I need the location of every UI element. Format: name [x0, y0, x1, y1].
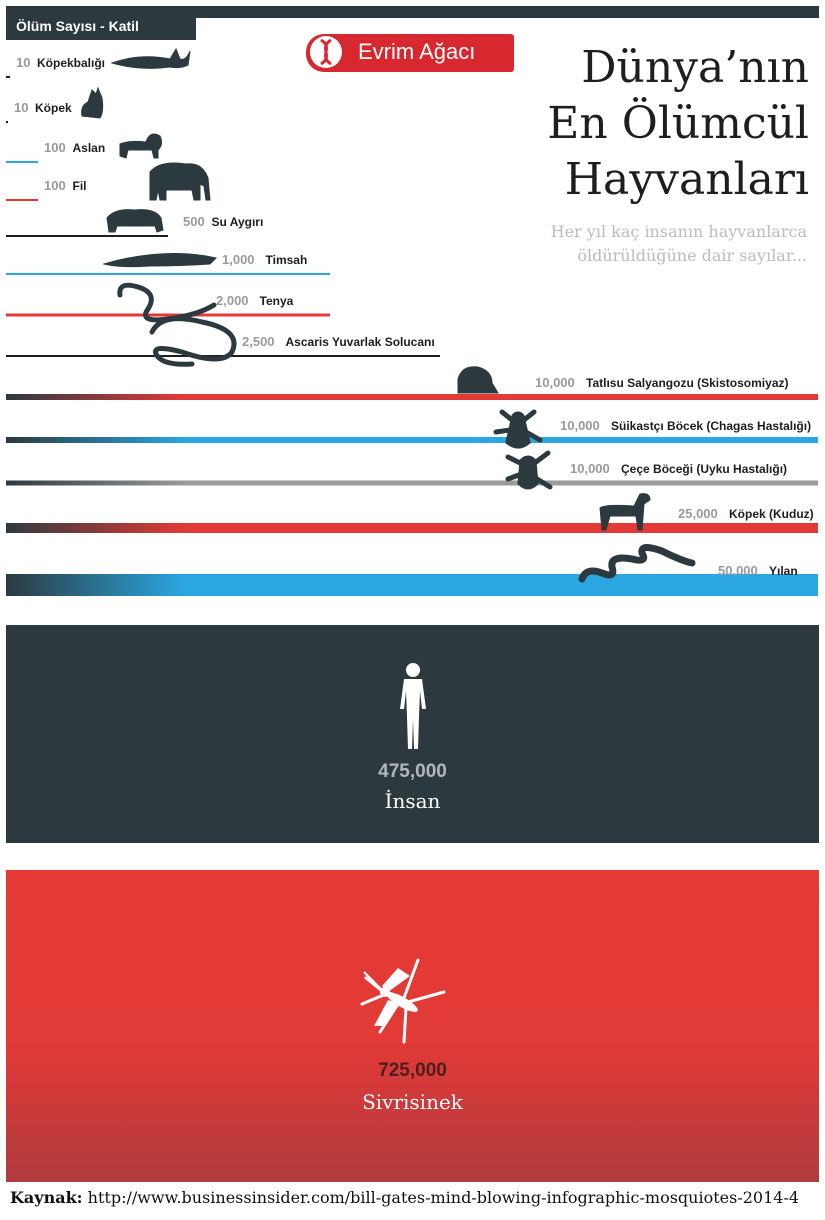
mosquito-value: 725,000 — [378, 1060, 447, 1081]
human-icon — [399, 663, 426, 749]
lion-icon — [119, 133, 163, 159]
bar-category-label: Aslan — [73, 141, 106, 155]
bar-11 — [6, 523, 818, 533]
page-title: Dünya’nın En Ölümcül Hayvanları — [547, 40, 809, 208]
bar-category-label: Köpekbalığı — [37, 56, 105, 70]
wolf-icon — [81, 86, 104, 119]
human-value: 475,000 — [378, 761, 447, 782]
bar-2 — [6, 161, 38, 163]
bar-value-label: 10,000 — [535, 375, 575, 390]
bar-value-label: 2,500 — [242, 334, 275, 349]
title-line: Dünya’nın — [581, 42, 809, 93]
human-panel: 475,000 İnsan — [6, 625, 819, 843]
title-line: En Ölümcül — [547, 98, 809, 149]
bar-category-label: Su Aygırı — [212, 215, 264, 229]
top-bar — [6, 6, 819, 18]
bar-category-label: Çeçe Böceği (Uyku Hastalığı) — [621, 462, 787, 476]
snail-icon — [457, 366, 499, 394]
bar-value-label: 1,000 — [222, 252, 255, 267]
bar-category-label: Köpek — [35, 101, 72, 115]
dna-logo-icon — [310, 36, 342, 68]
mosquito-panel: 725,000 Sivrisinek — [6, 870, 819, 1182]
bar-value-label: 2,000 — [216, 293, 249, 308]
bar-6 — [6, 313, 330, 317]
roundworm-icon — [149, 316, 237, 367]
shark-icon — [110, 47, 191, 69]
elephant-icon — [149, 162, 211, 201]
bar-category-label: Tenya — [260, 294, 294, 308]
title-line: Hayvanları — [564, 154, 809, 205]
assassin-bug-icon — [493, 409, 543, 449]
bar-value-label: 100 — [44, 140, 66, 155]
snake-icon — [578, 544, 696, 583]
bar-value-label: 10,000 — [560, 418, 600, 433]
logo-text: Evrim Ağacı — [358, 39, 476, 64]
bar-4 — [6, 235, 168, 237]
tapeworm-icon — [117, 282, 217, 323]
bar-category-label: Yılan — [769, 564, 798, 578]
mosquito-label: Sivrisinek — [362, 1090, 463, 1114]
bar-value-label: 10,000 — [570, 461, 610, 476]
bar-value-label: 500 — [183, 214, 205, 229]
bar-1 — [6, 121, 8, 123]
bar-10 — [6, 480, 818, 486]
mosquito-icon — [360, 958, 445, 1044]
source-citation: Kaynak: http://www.businessinsider.com/b… — [10, 1188, 799, 1207]
axis-header: Ölüm Sayısı - Katil — [6, 14, 196, 40]
bar-3 — [6, 199, 38, 201]
bar-category-label: Tatlısu Salyangozu (Skistosomiyaz) — [586, 376, 789, 390]
bar-category-label: Süikastçı Böcek (Chagas Hastalığı) — [611, 419, 811, 433]
deaths-bar-chart: 10 Köpekbalığı 10 Köpek 100 Aslan 100 Fil 500 Su … — [6, 47, 818, 596]
dog-icon — [599, 493, 651, 531]
bar-category-label: Fil — [73, 179, 87, 193]
hippo-icon — [106, 209, 164, 233]
bar-category-label: Ascaris Yuvarlak Solucanı — [286, 335, 435, 349]
bar-value-label: 100 — [44, 178, 66, 193]
crocodile-icon — [102, 253, 217, 268]
subtitle: Her yıl kaç insanın hayvanlarca öldürüld… — [550, 222, 807, 265]
bar-9 — [6, 437, 818, 443]
bar-0 — [6, 76, 10, 78]
source-prefix: Kaynak: — [10, 1188, 83, 1207]
bar-12 — [6, 574, 818, 596]
bar-value-label: 10 — [14, 100, 28, 115]
bar-value-label: 50,000 — [718, 563, 758, 578]
human-label: İnsan — [384, 789, 441, 813]
tsetse-fly-icon — [505, 450, 553, 490]
bar-5 — [6, 273, 330, 275]
bar-category-label: Timsah — [266, 253, 308, 267]
source-url: http://www.businessinsider.com/bill-gate… — [87, 1188, 800, 1207]
bar-8 — [6, 394, 818, 400]
bar-value-label: 25,000 — [678, 506, 718, 521]
bar-category-label: Köpek (Kuduz) — [729, 507, 814, 521]
bar-value-label: 10 — [16, 55, 30, 70]
evrim-agaci-logo: Evrim Ağacı — [306, 34, 514, 72]
